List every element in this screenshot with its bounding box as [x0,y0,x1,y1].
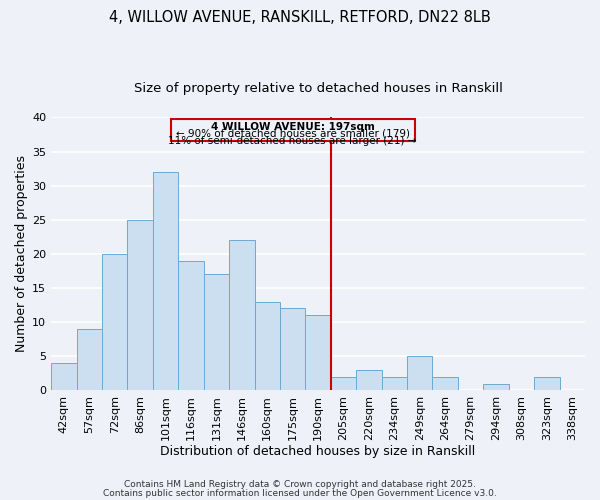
Bar [382,376,407,390]
Bar [229,240,254,390]
Bar [77,329,102,390]
Text: ← 90% of detached houses are smaller (179): ← 90% of detached houses are smaller (17… [176,129,410,139]
Text: Contains public sector information licensed under the Open Government Licence v3: Contains public sector information licen… [103,490,497,498]
FancyBboxPatch shape [170,119,415,142]
Bar [102,254,127,390]
Bar [203,274,229,390]
Text: 4 WILLOW AVENUE: 197sqm: 4 WILLOW AVENUE: 197sqm [211,122,374,132]
X-axis label: Distribution of detached houses by size in Ranskill: Distribution of detached houses by size … [160,444,476,458]
Bar [280,308,305,390]
Bar [178,260,203,390]
Bar [254,302,280,390]
Bar [433,376,458,390]
Text: 11% of semi-detached houses are larger (21) →: 11% of semi-detached houses are larger (… [169,136,417,145]
Y-axis label: Number of detached properties: Number of detached properties [15,156,28,352]
Bar [534,376,560,390]
Bar [51,363,77,390]
Bar [484,384,509,390]
Bar [127,220,153,390]
Text: 4, WILLOW AVENUE, RANSKILL, RETFORD, DN22 8LB: 4, WILLOW AVENUE, RANSKILL, RETFORD, DN2… [109,10,491,25]
Bar [356,370,382,390]
Bar [305,316,331,390]
Text: Contains HM Land Registry data © Crown copyright and database right 2025.: Contains HM Land Registry data © Crown c… [124,480,476,489]
Bar [407,356,433,390]
Title: Size of property relative to detached houses in Ranskill: Size of property relative to detached ho… [134,82,503,96]
Bar [153,172,178,390]
Bar [331,376,356,390]
